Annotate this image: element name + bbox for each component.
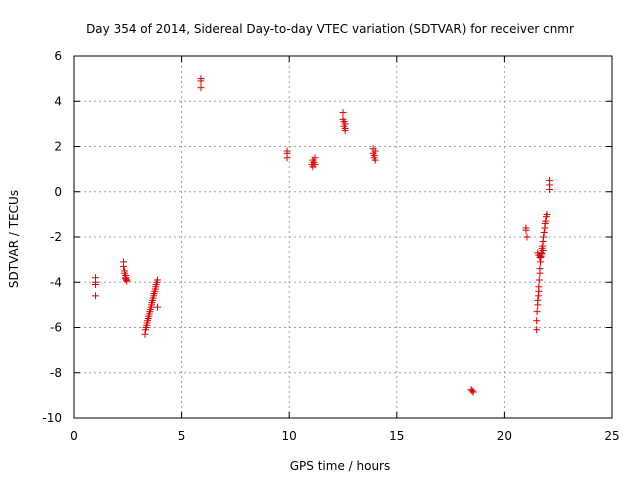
y-tick-label: 2 (54, 140, 62, 154)
x-axis-label: GPS time / hours (290, 459, 391, 473)
data-point (542, 217, 550, 225)
data-point (92, 292, 100, 300)
chart-title: Day 354 of 2014, Sidereal Day-to-day VTE… (86, 22, 574, 36)
y-tick-label: 4 (54, 94, 62, 108)
data-point (540, 233, 548, 241)
data-points (92, 75, 554, 396)
y-tick-label: -2 (50, 230, 62, 244)
data-point (371, 156, 379, 164)
data-point (535, 283, 543, 291)
y-tick-label: -6 (50, 321, 62, 335)
data-point (534, 296, 542, 304)
data-point (197, 84, 205, 92)
y-tick-label: -4 (50, 275, 62, 289)
data-point (119, 262, 127, 270)
y-axis-label: SDTVAR / TECUs (7, 190, 21, 288)
x-tick-label: 10 (282, 429, 297, 443)
data-point (341, 127, 349, 135)
data-point (339, 109, 347, 117)
data-point (540, 228, 548, 236)
data-point (92, 281, 100, 289)
data-point (533, 308, 541, 316)
data-point (371, 147, 379, 155)
y-tick-label: 6 (54, 49, 62, 63)
x-axis-ticks: 0 5 10 15 20 25 (70, 56, 620, 443)
data-point (197, 77, 205, 85)
data-point (311, 154, 319, 162)
y-tick-label: -8 (50, 366, 62, 380)
data-point (539, 247, 547, 255)
x-tick-label: 25 (604, 429, 619, 443)
data-point (311, 161, 319, 169)
data-point (468, 387, 476, 395)
x-tick-label: 15 (389, 429, 404, 443)
data-point (523, 233, 531, 241)
data-point (123, 277, 131, 285)
x-tick-label: 20 (497, 429, 512, 443)
data-point (153, 276, 161, 284)
data-point (536, 265, 544, 273)
data-point (522, 226, 530, 234)
x-tick-label: 5 (178, 429, 186, 443)
x-tick-label: 0 (70, 429, 78, 443)
data-point (538, 250, 546, 258)
data-point (283, 154, 291, 162)
y-tick-label: 0 (54, 185, 62, 199)
data-point (535, 276, 543, 284)
gridlines (74, 56, 612, 418)
data-point (543, 210, 551, 218)
y-tick-label: -10 (42, 411, 62, 425)
data-point (533, 326, 541, 334)
y-axis-ticks: -10 -8 -6 -4 -2 0 2 4 6 (42, 49, 612, 425)
data-point (546, 185, 554, 193)
data-point (469, 388, 477, 396)
data-point (153, 303, 161, 311)
data-point (533, 317, 541, 325)
